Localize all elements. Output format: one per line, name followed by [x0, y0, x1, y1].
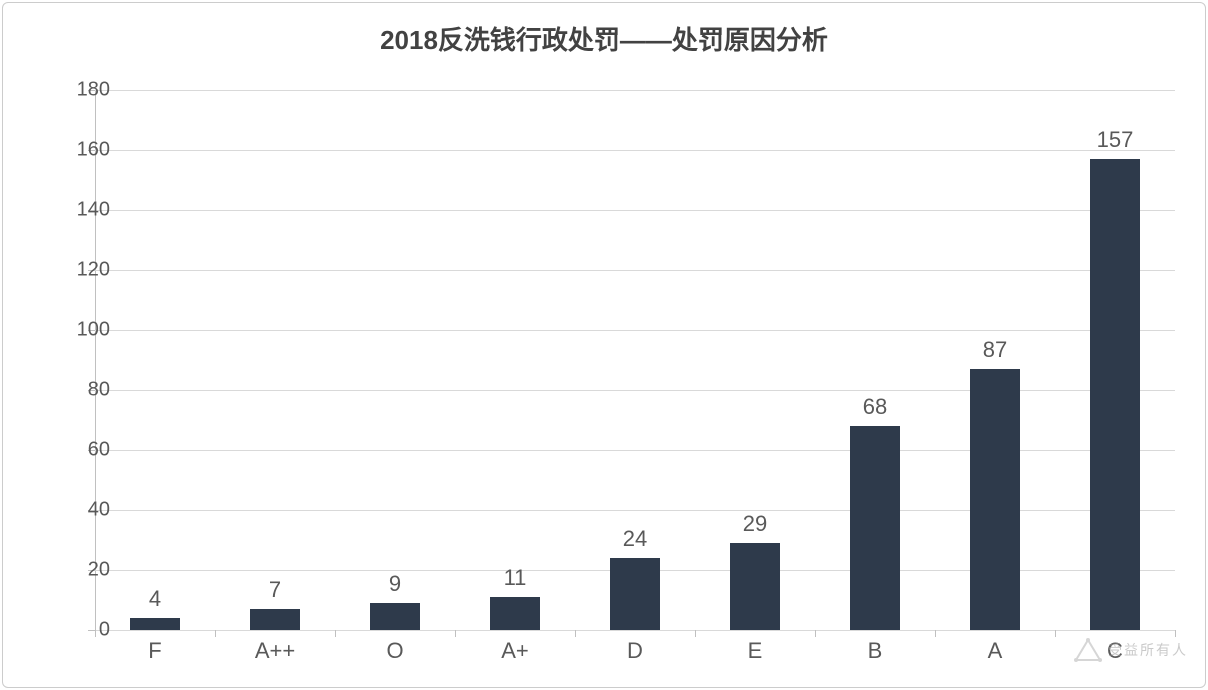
gridline — [95, 210, 1175, 211]
bar — [610, 558, 660, 630]
chart-container: 2018反洗钱行政处罚——处罚原因分析 0 20 40 60 80 100 120 140 16… — [0, 0, 1208, 690]
x-tick — [695, 630, 696, 637]
y-axis-tick-label: 40 — [60, 499, 110, 522]
bar — [1090, 159, 1140, 630]
x-tick — [95, 630, 96, 637]
bar-value-label: 29 — [743, 511, 767, 537]
x-axis-tick-label: O — [386, 638, 403, 664]
y-axis-tick-label: 20 — [60, 559, 110, 582]
bar — [490, 597, 540, 630]
y-axis-tick-label: 80 — [60, 379, 110, 402]
bar-value-label: 9 — [389, 571, 401, 597]
x-axis-tick-label: A++ — [255, 638, 295, 664]
x-tick — [455, 630, 456, 637]
bar — [730, 543, 780, 630]
x-axis-tick-label: F — [148, 638, 161, 664]
bar — [970, 369, 1020, 630]
x-axis-tick-label: A — [988, 638, 1003, 664]
bar — [370, 603, 420, 630]
gridline — [95, 90, 1175, 91]
gridline — [95, 330, 1175, 331]
watermark-text: 受益所有人 — [1108, 640, 1188, 660]
y-axis-tick-label: 160 — [60, 139, 110, 162]
y-axis-line — [95, 90, 96, 630]
x-axis-tick-label: E — [748, 638, 763, 664]
watermark-triangle-icon — [1074, 638, 1102, 662]
y-axis-tick-label: 120 — [60, 259, 110, 282]
bar — [130, 618, 180, 630]
x-tick — [1175, 630, 1176, 637]
y-axis-tick-label: 60 — [60, 439, 110, 462]
x-tick — [1055, 630, 1056, 637]
gridline — [95, 270, 1175, 271]
watermark: 受益所有人 — [1074, 638, 1188, 662]
gridline — [95, 630, 1175, 631]
bar-value-label: 24 — [623, 526, 647, 552]
bar-value-label: 4 — [149, 586, 161, 612]
bar-value-label: 87 — [983, 337, 1007, 363]
bar — [250, 609, 300, 630]
x-tick — [575, 630, 576, 637]
gridline — [95, 150, 1175, 151]
x-tick — [935, 630, 936, 637]
x-tick — [215, 630, 216, 637]
bar — [850, 426, 900, 630]
x-axis-tick-label: A+ — [501, 638, 529, 664]
x-axis-tick-label: B — [868, 638, 883, 664]
x-tick — [335, 630, 336, 637]
bar-value-label: 68 — [863, 394, 887, 420]
y-axis-tick-label: 0 — [60, 619, 110, 642]
y-axis-tick-label: 140 — [60, 199, 110, 222]
x-tick — [815, 630, 816, 637]
bar-value-label: 11 — [504, 565, 527, 591]
bar-value-label: 157 — [1097, 127, 1134, 153]
x-axis-tick-label: D — [627, 638, 643, 664]
y-axis-tick-label: 100 — [60, 319, 110, 342]
chart-border — [2, 2, 1206, 688]
chart-title: 2018反洗钱行政处罚——处罚原因分析 — [0, 20, 1208, 57]
y-axis-tick-label: 180 — [60, 79, 110, 102]
bar-value-label: 7 — [269, 577, 281, 603]
